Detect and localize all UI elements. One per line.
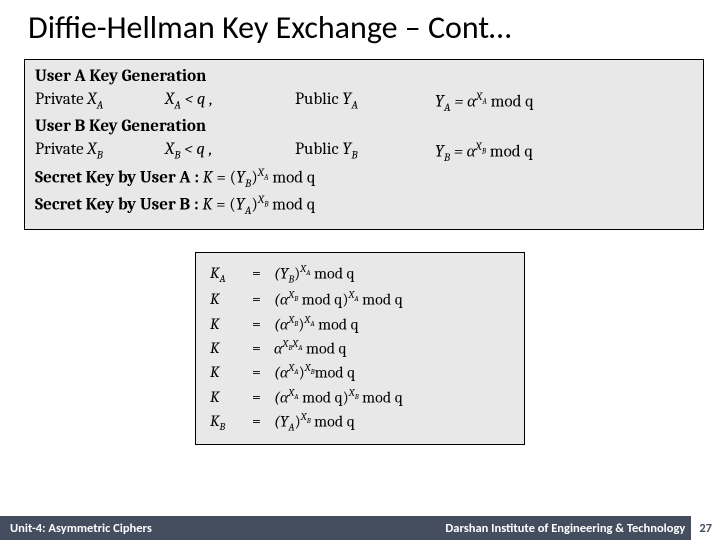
derivation-rhs: (αXA)XBmod q [274, 360, 510, 384]
derivation-row: K=(αXA mod q)XB mod q [210, 385, 510, 409]
derivation-rhs: (YA)XB mod q [274, 409, 510, 436]
derivation-row: K=(αXB mod q)XA mod q [210, 287, 510, 311]
derivation-eq: = [252, 385, 274, 409]
user-a-condition: XA < q , [165, 89, 295, 116]
derivation-box: KA=(YB)XA mod qK=(αXB mod q)XA mod qK=(α… [195, 252, 525, 445]
derivation-eq: = [252, 261, 274, 288]
derivation-eq: = [252, 287, 274, 311]
derivation-eq: = [252, 360, 274, 384]
footer-right: Darshan Institute of Engineering & Techn… [445, 521, 691, 536]
derivation-lhs: K [210, 385, 252, 409]
derivation-rhs: (αXB mod q)XA mod q [274, 287, 510, 311]
derivation-lhs: K [210, 360, 252, 384]
user-a-header: User A Key Generation [35, 66, 693, 89]
slide-title: Diffie-Hellman Key Exchange – Cont… [0, 0, 720, 59]
derivation-lhs: KB [210, 409, 252, 436]
derivation-lhs: KA [210, 261, 252, 288]
footer-left: Unit-4: Asymmetric Ciphers [0, 521, 152, 536]
derivation-row: K=(αXB)XA mod q [210, 312, 510, 336]
user-b-header: User B Key Generation [35, 116, 693, 139]
user-a-public: Public YA [295, 89, 435, 116]
derivation-eq: = [252, 312, 274, 336]
derivation-rhs: αXBXA mod q [274, 336, 510, 360]
user-a-formula: YA = αXA mod q [435, 89, 693, 116]
derivation-row: K=(αXA)XBmod q [210, 360, 510, 384]
derivation-rhs: (αXA mod q)XB mod q [274, 385, 510, 409]
footer-bar: Unit-4: Asymmetric Ciphers Darshan Insti… [0, 516, 720, 540]
key-generation-box: User A Key Generation Private XA XA < q … [24, 59, 704, 230]
derivation-rhs: (YB)XA mod q [274, 261, 510, 288]
secret-key-a: Secret Key by User A : K = (YB)XA mod q [35, 165, 693, 192]
user-a-row: Private XA XA < q , Public YA YA = αXA m… [35, 89, 693, 116]
secret-key-b: Secret Key by User B : K = (YA)XB mod q [35, 192, 693, 219]
derivation-row: K=αXBXA mod q [210, 336, 510, 360]
derivation-row: KA=(YB)XA mod q [210, 261, 510, 288]
user-b-condition: XB < q , [165, 139, 295, 166]
user-b-row: Private XB XB < q , Public YB YB = αXB m… [35, 139, 693, 166]
derivation-rhs: (αXB)XA mod q [274, 312, 510, 336]
derivation-row: KB=(YA)XB mod q [210, 409, 510, 436]
derivation-lhs: K [210, 287, 252, 311]
derivation-lhs: K [210, 336, 252, 360]
derivation-eq: = [252, 336, 274, 360]
derivation-eq: = [252, 409, 274, 436]
user-b-formula: YB = αXB mod q [435, 139, 693, 166]
user-a-private: Private XA [35, 89, 165, 116]
user-b-private: Private XB [35, 139, 165, 166]
page-number: 27 [691, 516, 720, 540]
derivation-lhs: K [210, 312, 252, 336]
user-b-public: Public YB [295, 139, 435, 166]
